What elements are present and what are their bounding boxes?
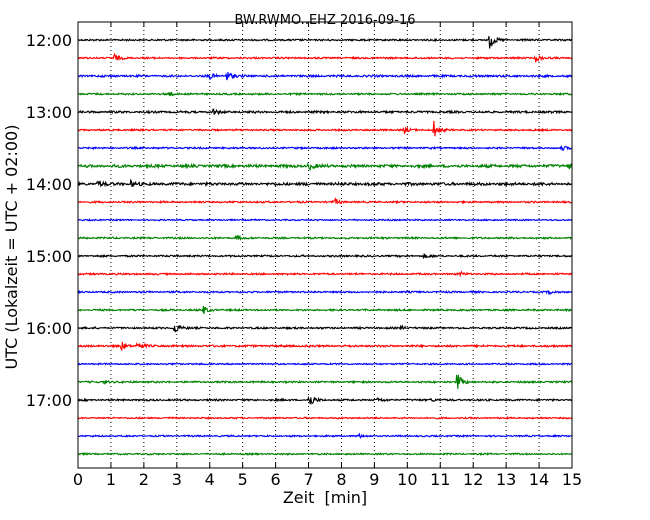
seismogram-trace [77,72,573,81]
seismogram-trace [77,270,573,278]
seismogram-trace [77,415,573,421]
seismogram-trace [77,178,572,188]
x-tick-label: 9 [369,470,379,489]
y-tick-label: 15:00 [26,247,72,266]
plot-frame [77,21,573,469]
x-axis-ticks: 0 1 2 3 4 5 6 7 8 9 10 11 12 13 14 15 [73,22,582,489]
seismogram-trace [77,395,573,405]
seismogram-trace [77,91,573,97]
seismogram-trace [77,197,572,205]
x-tick-label: 11 [430,470,450,489]
seismogram-trace [77,451,572,457]
seismogram-trace [77,305,573,314]
x-tick-label: 10 [397,470,417,489]
y-tick-label: 16:00 [26,319,72,338]
seismogram-trace [77,218,573,222]
y-axis-label: UTC (Lokalzeit = UTC + 02:00) [2,125,21,370]
x-tick-label: 14 [529,470,549,489]
seismogram-trace [77,432,573,439]
x-tick-label: 2 [139,470,149,489]
seismogram-trace [77,253,573,260]
seismogram-trace [77,52,573,63]
seismogram-trace [77,362,572,366]
y-tick-label: 12:00 [26,31,72,50]
y-tick-label: 17:00 [26,391,72,410]
seismogram-trace [77,145,572,151]
y-axis-ticks: 12:00 13:00 14:00 15:00 16:00 17:00 [26,31,572,410]
x-tick-label: 15 [562,470,582,489]
x-tick-label: 6 [271,470,281,489]
x-axis-label: Zeit [min] [283,488,367,507]
seismogram-trace [77,108,573,116]
chart-title: BW.RWMO..EHZ 2016-09-16 [234,13,415,28]
grid-lines [110,22,540,468]
x-tick-label: 7 [303,470,313,489]
seismogram-trace [77,324,573,333]
seismogram-trace [77,35,573,49]
x-tick-label: 12 [463,470,483,489]
x-tick-label: 5 [238,470,248,489]
seismogram-trace [77,374,573,390]
seismogram-trace [77,120,573,137]
seismogram-trace [77,341,573,352]
y-tick-label: 14:00 [26,175,72,194]
x-tick-label: 13 [496,470,516,489]
x-tick-label: 8 [336,470,346,489]
seismogram-trace [77,162,573,172]
x-tick-label: 4 [205,470,215,489]
seismogram-trace [77,289,573,295]
x-tick-label: 0 [73,470,83,489]
seismogram-trace [77,234,572,241]
x-tick-label: 1 [106,470,116,489]
trace-lines [77,35,573,457]
y-tick-label: 13:00 [26,103,72,122]
x-tick-label: 3 [172,470,182,489]
